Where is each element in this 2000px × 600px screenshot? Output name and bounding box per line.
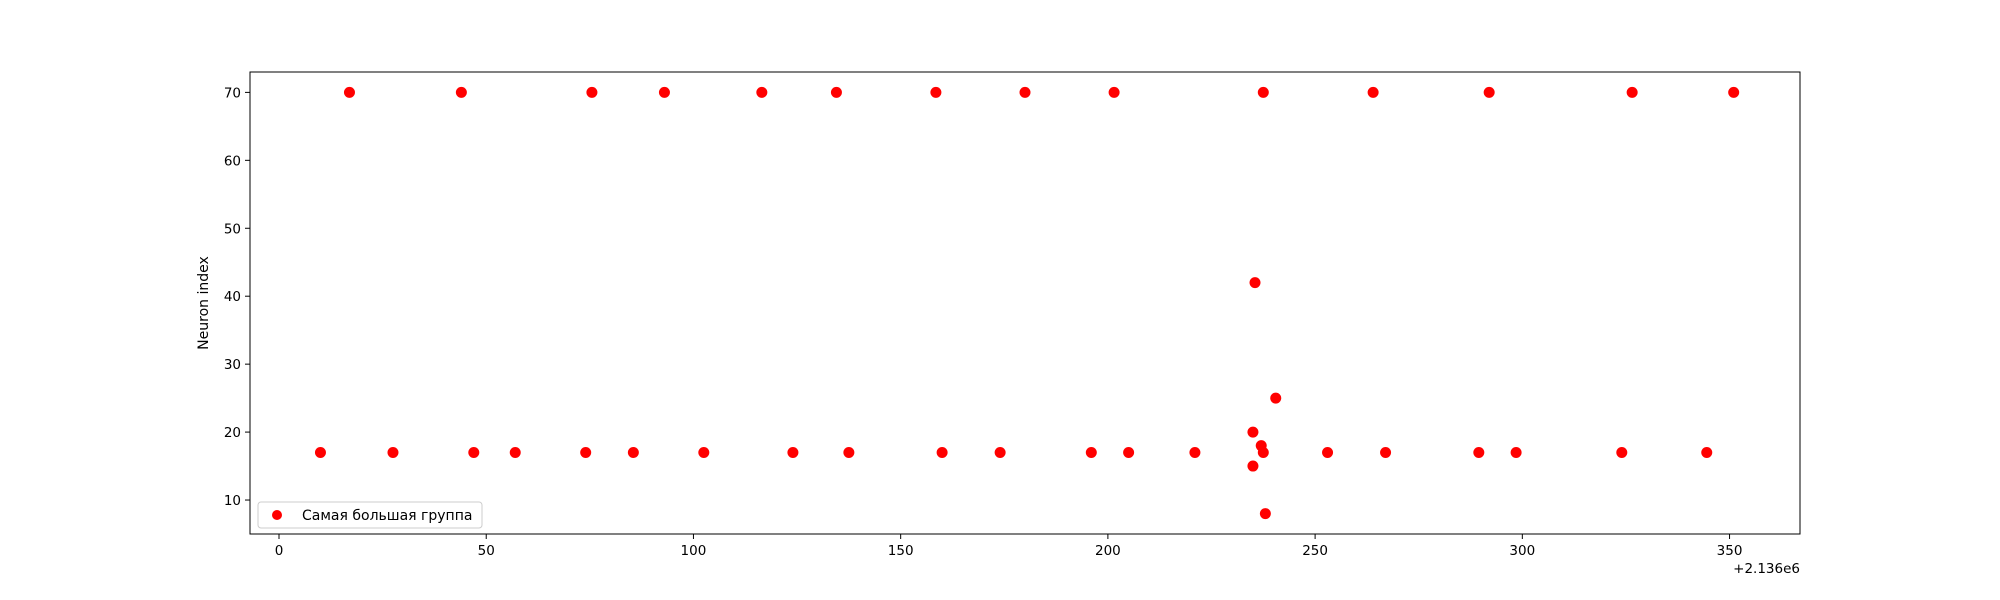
data-point [1483,86,1495,98]
data-point [1616,446,1628,458]
data-point [1626,86,1638,98]
data-point [627,446,639,458]
y-axis-ticks: 10 20 30 40 50 60 70 [224,85,250,509]
data-point [1247,426,1259,438]
data-point [1322,446,1334,458]
x-tick-label: 150 [888,543,914,559]
data-point [930,86,942,98]
data-point [1728,86,1740,98]
data-point [756,86,768,98]
y-tick-label: 40 [224,289,241,305]
x-tick-label: 350 [1717,543,1743,559]
data-point [1367,86,1379,98]
data-point [455,86,467,98]
legend-box [257,501,483,529]
legend-marker [272,510,282,520]
y-tick-label: 50 [224,221,241,237]
data-point [1123,446,1135,458]
legend: Самая большая группа [257,501,483,529]
data-point [1189,446,1201,458]
data-point [994,446,1006,458]
data-point [1257,86,1269,98]
data-point [468,446,480,458]
x-tick-label: 0 [275,543,284,559]
data-point [1019,86,1031,98]
x-tick-label: 300 [1509,543,1535,559]
y-axis-label: Neuron index [196,256,212,350]
data-point [1270,392,1282,404]
x-tick-label: 100 [681,543,707,559]
data-point [1108,86,1120,98]
data-point [1259,508,1271,520]
plot-area-frame [249,71,1801,535]
data-point [936,446,948,458]
x-tick-label: 250 [1302,543,1328,559]
y-tick-label: 30 [224,357,241,373]
data-point [1085,446,1097,458]
data-point [658,86,670,98]
data-point [1510,446,1522,458]
data-point [1473,446,1485,458]
data-point [1249,277,1261,289]
data-point [1247,460,1259,472]
data-point [1255,440,1267,452]
y-tick-label: 70 [224,85,241,101]
data-point [843,446,855,458]
y-tick-label: 10 [224,493,241,509]
data-point [387,446,399,458]
legend-label: Самая большая группа [302,508,472,524]
data-point [787,446,799,458]
x-tick-label: 50 [478,543,495,559]
x-tick-label: 200 [1095,543,1121,559]
data-point [580,446,592,458]
data-point [830,86,842,98]
data-point [586,86,598,98]
data-point [509,446,521,458]
data-points [314,86,1740,520]
y-tick-label: 20 [224,425,241,441]
data-point [1701,446,1713,458]
x-axis-offset-label: +2.136e6 [1733,561,1800,577]
data-point [314,446,326,458]
y-tick-label: 60 [224,153,241,169]
data-point [343,86,355,98]
data-point [1380,446,1392,458]
data-point [698,446,710,458]
x-axis-ticks: 0 50 100 150 200 250 300 350 [275,534,1743,559]
